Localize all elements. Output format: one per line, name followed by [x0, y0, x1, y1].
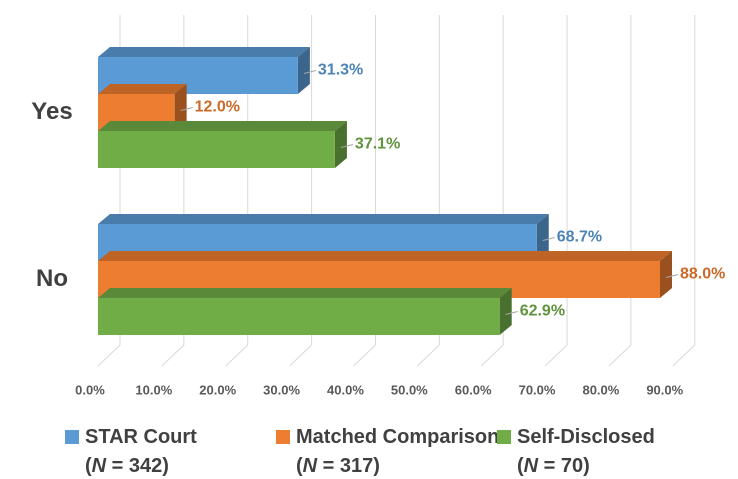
bar-top	[98, 214, 549, 224]
x-tick-label: 60.0%	[455, 382, 492, 397]
bar	[98, 298, 500, 335]
value-label: 68.7%	[557, 229, 602, 246]
bar	[98, 131, 335, 168]
leader-line	[542, 237, 555, 241]
bar-top	[98, 84, 187, 94]
leader-line	[303, 70, 317, 74]
leader-line	[340, 144, 354, 148]
value-label: 12.0%	[195, 99, 240, 116]
floor-line	[672, 344, 696, 367]
bar-side	[174, 84, 187, 131]
floor-line	[480, 344, 504, 367]
category-label: Yes	[31, 98, 72, 125]
bar-top	[98, 251, 672, 261]
value-label: 31.3%	[318, 62, 363, 79]
x-tick-label: 80.0%	[582, 382, 619, 397]
legend-label: Self-Disclosed (N = 70)	[517, 426, 660, 477]
bar-side	[536, 214, 549, 261]
category-label: No	[36, 265, 68, 292]
bar-side	[499, 288, 512, 335]
bar-top	[98, 47, 310, 57]
floor-line	[353, 344, 376, 367]
x-tick-label: 20.0%	[199, 382, 236, 397]
bar-top	[98, 288, 512, 298]
value-label: 88.0%	[680, 266, 725, 283]
x-tick-label: 90.0%	[646, 382, 683, 397]
bar-side	[334, 121, 347, 168]
value-label: 37.1%	[355, 136, 400, 153]
legend-swatch	[497, 430, 511, 444]
x-tick-label: 70.0%	[519, 382, 556, 397]
floor-line	[544, 344, 568, 367]
x-tick-label: 10.0%	[135, 382, 172, 397]
floor-line	[225, 344, 249, 367]
bar-side	[297, 47, 310, 94]
x-tick-label: 40.0%	[327, 382, 364, 397]
legend-label: Matched Comparison (N = 317)	[296, 426, 505, 477]
bar-side	[660, 251, 672, 298]
value-label: 62.9%	[520, 303, 565, 320]
x-tick-label: 0.0%	[75, 382, 105, 397]
floor-line	[161, 344, 185, 367]
legend-swatch	[65, 430, 79, 444]
legend-swatch	[276, 430, 290, 444]
legend-label: STAR Court (N = 342)	[85, 426, 202, 477]
floor-line	[289, 344, 312, 367]
x-tick-label: 30.0%	[263, 382, 300, 397]
bar-top	[98, 121, 347, 131]
leader-line	[180, 107, 193, 111]
floor-line	[97, 344, 121, 367]
floor-line	[608, 344, 632, 367]
leader-line	[505, 311, 518, 315]
floor-line	[416, 344, 440, 367]
leader-line	[665, 274, 679, 278]
x-tick-label: 50.0%	[391, 382, 428, 397]
